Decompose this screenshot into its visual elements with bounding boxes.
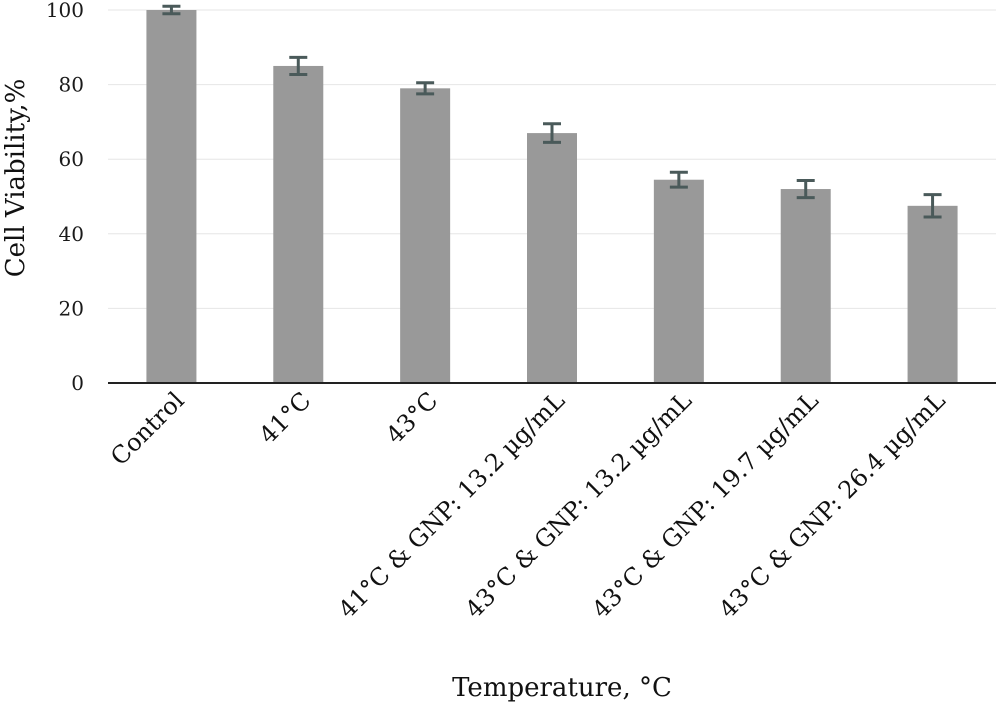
x-axis-title: Temperature, °C bbox=[452, 673, 672, 703]
bar bbox=[273, 65, 324, 383]
y-axis-title: Cell Viability,% bbox=[1, 79, 31, 278]
x-category-label: 43°C & GNP: 19.7 µg/mL bbox=[587, 386, 824, 623]
y-tick-label: 100 bbox=[46, 0, 84, 22]
error-bar bbox=[416, 81, 435, 96]
error-bar bbox=[543, 122, 561, 144]
bar bbox=[653, 179, 704, 383]
y-tick-label: 80 bbox=[59, 73, 84, 97]
error-bar bbox=[923, 193, 942, 219]
error-bar bbox=[669, 170, 688, 189]
x-category-label: 41°C & GNP: 13.2 µg/mL bbox=[333, 386, 570, 623]
x-category-label: 43°C bbox=[381, 386, 444, 449]
x-category-label: 43°C & GNP: 26.4 µg/mL bbox=[714, 386, 951, 623]
y-tick-label: 20 bbox=[59, 296, 84, 320]
bars bbox=[146, 10, 958, 383]
bar bbox=[527, 133, 577, 383]
bar bbox=[907, 205, 958, 383]
y-tick-label: 60 bbox=[59, 147, 84, 171]
error-bar bbox=[162, 4, 181, 16]
x-axis-category-labels: Control 41°C 43°C41°C & GNP: 13.2 µg/mL43°… bbox=[105, 386, 951, 623]
x-category-label: Control bbox=[105, 386, 190, 471]
bar bbox=[400, 88, 451, 383]
x-category-label: 43°C & GNP: 13.2 µg/mL bbox=[460, 386, 697, 623]
y-axis-ticks: 0 20 40 60 80 100 bbox=[46, 0, 84, 395]
bar bbox=[146, 10, 197, 383]
y-tick-label: 0 bbox=[71, 371, 84, 395]
error-bar bbox=[796, 178, 815, 200]
error-bars bbox=[162, 4, 942, 219]
y-tick-label: 40 bbox=[59, 222, 84, 246]
error-bar bbox=[289, 55, 308, 77]
bar bbox=[780, 189, 831, 383]
x-category-label: 41°C bbox=[254, 386, 317, 449]
